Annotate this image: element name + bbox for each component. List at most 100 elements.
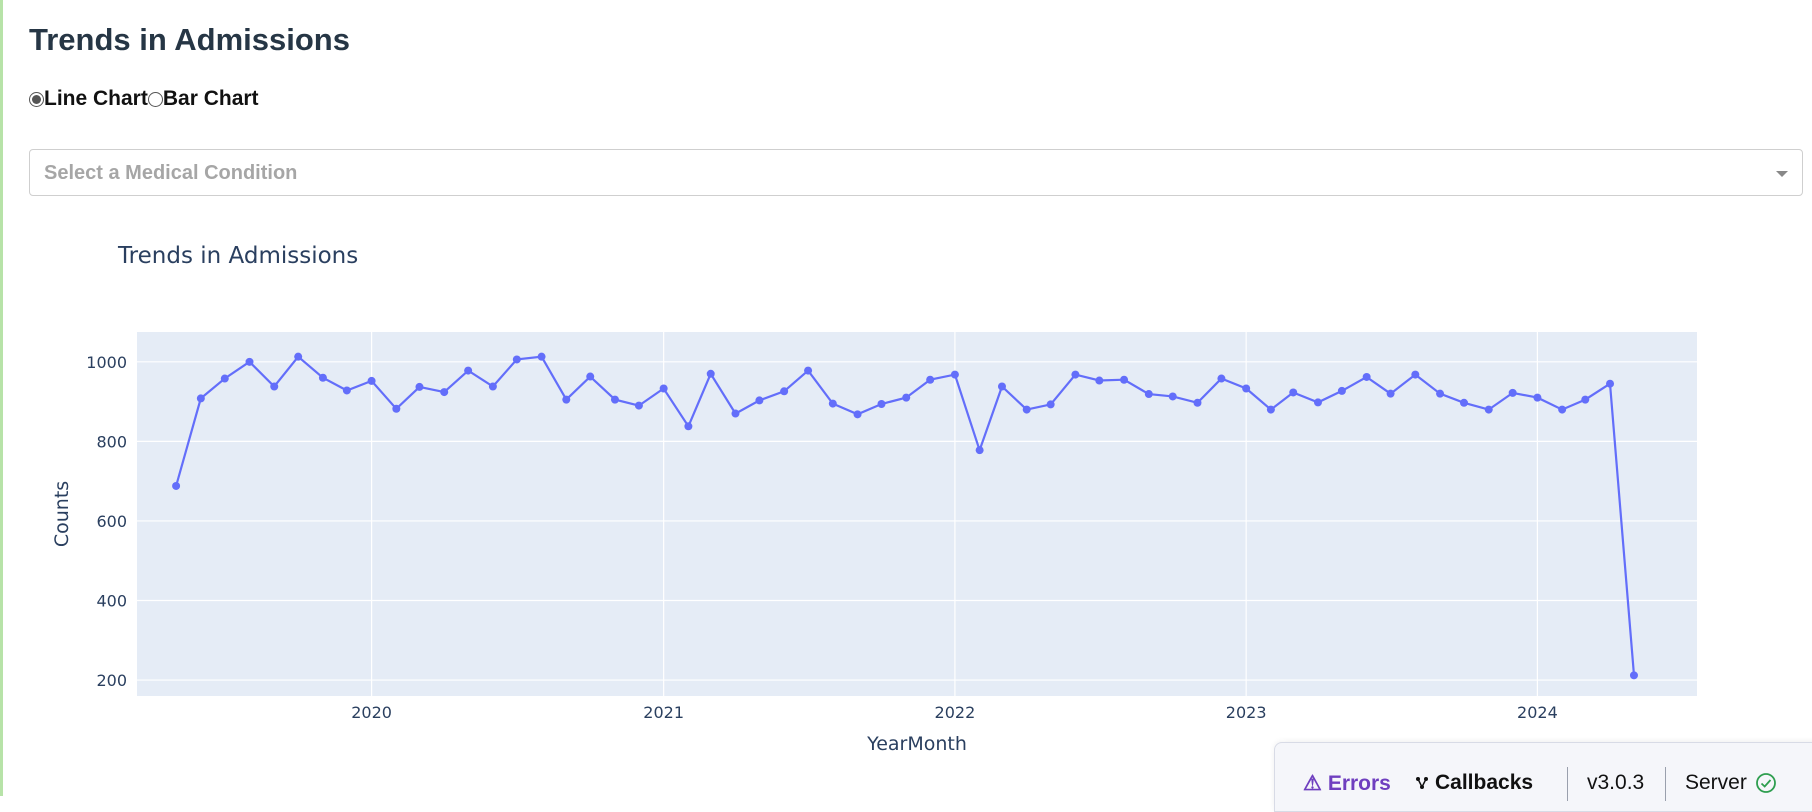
data-point[interactable] <box>342 386 351 395</box>
radio-line-chart[interactable]: Line Chart <box>29 87 148 111</box>
data-point[interactable] <box>1581 395 1590 404</box>
errors-button[interactable]: ⚠ Errors <box>1303 771 1391 796</box>
x-tick-label: 2021 <box>643 703 684 722</box>
data-point[interactable] <box>220 374 229 383</box>
data-point[interactable] <box>1144 390 1153 399</box>
data-point[interactable] <box>634 401 643 410</box>
data-point[interactable] <box>586 372 595 381</box>
data-point[interactable] <box>902 393 911 402</box>
y-axis-ticks: 200 400 600 800 1000 <box>86 353 127 690</box>
data-point[interactable] <box>1217 374 1226 383</box>
radio-line-chart-circle[interactable] <box>29 91 44 107</box>
data-point[interactable] <box>1242 384 1251 393</box>
data-point[interactable] <box>318 373 327 382</box>
left-accent-border <box>0 0 3 796</box>
data-point[interactable] <box>440 388 449 397</box>
data-point[interactable] <box>1046 400 1055 409</box>
data-point[interactable] <box>172 481 181 490</box>
separator <box>1567 767 1568 801</box>
data-point[interactable] <box>1022 405 1031 414</box>
data-point[interactable] <box>1459 398 1468 407</box>
x-tick-label: 2020 <box>351 703 392 722</box>
data-point[interactable] <box>392 404 401 413</box>
data-point[interactable] <box>562 395 571 404</box>
data-point[interactable] <box>997 382 1006 391</box>
errors-label: Errors <box>1327 771 1391 795</box>
radio-bar-chart-circle[interactable] <box>147 91 163 107</box>
data-point[interactable] <box>975 446 984 455</box>
y-axis-title: Counts <box>51 481 73 547</box>
callbacks-label: Callbacks <box>1435 771 1534 794</box>
radio-bar-chart[interactable]: Bar Chart <box>147 87 259 111</box>
warning-icon: ⚠ <box>1303 772 1322 795</box>
data-point[interactable] <box>1266 405 1275 414</box>
data-point[interactable] <box>512 355 521 364</box>
y-tick-label: 600 <box>96 512 127 531</box>
data-points <box>172 352 1638 680</box>
data-point[interactable] <box>1533 393 1542 402</box>
callbacks-button[interactable]: Callbacks <box>1415 771 1533 795</box>
data-point[interactable] <box>294 352 303 361</box>
medical-condition-dropdown[interactable]: Select a Medical Condition <box>29 149 1803 196</box>
server-label: Server <box>1685 771 1747 794</box>
data-point[interactable] <box>853 410 862 419</box>
data-point[interactable] <box>1289 388 1298 397</box>
x-axis-title: YearMonth <box>866 733 967 755</box>
data-point[interactable] <box>659 384 668 393</box>
data-point[interactable] <box>1386 389 1395 398</box>
data-point[interactable] <box>804 366 813 375</box>
data-point[interactable] <box>415 382 424 391</box>
dash-debug-menu: ⚠ Errors Callbacks v3.0.3 Server <box>1274 742 1812 812</box>
data-point[interactable] <box>1313 398 1322 407</box>
graph-icon <box>1416 777 1428 789</box>
data-point[interactable] <box>1629 671 1638 680</box>
x-tick-label: 2024 <box>1517 703 1558 722</box>
chevron-down-icon[interactable] <box>1776 171 1788 177</box>
data-point[interactable] <box>270 382 279 391</box>
y-tick-label: 200 <box>96 671 127 690</box>
radio-bar-chart-label: Bar Chart <box>162 87 259 110</box>
data-point[interactable] <box>1558 405 1567 414</box>
data-point[interactable] <box>245 357 254 366</box>
data-point[interactable] <box>731 409 740 418</box>
data-point[interactable] <box>537 352 546 361</box>
data-point[interactable] <box>877 400 886 409</box>
data-point[interactable] <box>950 370 959 379</box>
data-point[interactable] <box>755 396 764 405</box>
y-tick-label: 400 <box>96 592 127 611</box>
data-point[interactable] <box>1362 372 1371 381</box>
data-point[interactable] <box>1411 370 1420 379</box>
data-point[interactable] <box>196 394 205 403</box>
server-status[interactable]: Server <box>1685 771 1777 795</box>
data-point[interactable] <box>1484 405 1493 414</box>
data-point[interactable] <box>1168 392 1177 401</box>
chart-title: Trends in Admissions <box>117 243 358 269</box>
data-point[interactable] <box>1337 386 1346 395</box>
x-tick-label: 2022 <box>935 703 976 722</box>
y-tick-label: 800 <box>96 432 127 451</box>
data-point[interactable] <box>828 399 837 408</box>
data-point[interactable] <box>1120 375 1129 384</box>
grid-lines <box>137 332 1697 696</box>
chart-type-radio-group: Line Chart Bar Chart <box>29 86 259 112</box>
data-point[interactable] <box>464 366 473 375</box>
data-point[interactable] <box>610 395 619 404</box>
data-point[interactable] <box>1193 398 1202 407</box>
data-point[interactable] <box>488 382 497 391</box>
x-axis-ticks: 2020 2021 2022 2023 2024 <box>351 703 1558 722</box>
data-point[interactable] <box>926 375 935 384</box>
data-point[interactable] <box>1071 370 1080 379</box>
separator <box>1665 767 1666 801</box>
data-point[interactable] <box>367 376 376 385</box>
data-point[interactable] <box>780 387 789 396</box>
data-point[interactable] <box>684 422 693 431</box>
version-label: v3.0.3 <box>1587 771 1645 794</box>
dropdown-placeholder: Select a Medical Condition <box>44 162 298 184</box>
data-point[interactable] <box>1095 376 1104 385</box>
data-point[interactable] <box>706 369 715 378</box>
x-tick-label: 2023 <box>1226 703 1267 722</box>
data-point[interactable] <box>1606 379 1615 388</box>
data-point[interactable] <box>1508 388 1517 397</box>
data-point[interactable] <box>1436 389 1445 398</box>
